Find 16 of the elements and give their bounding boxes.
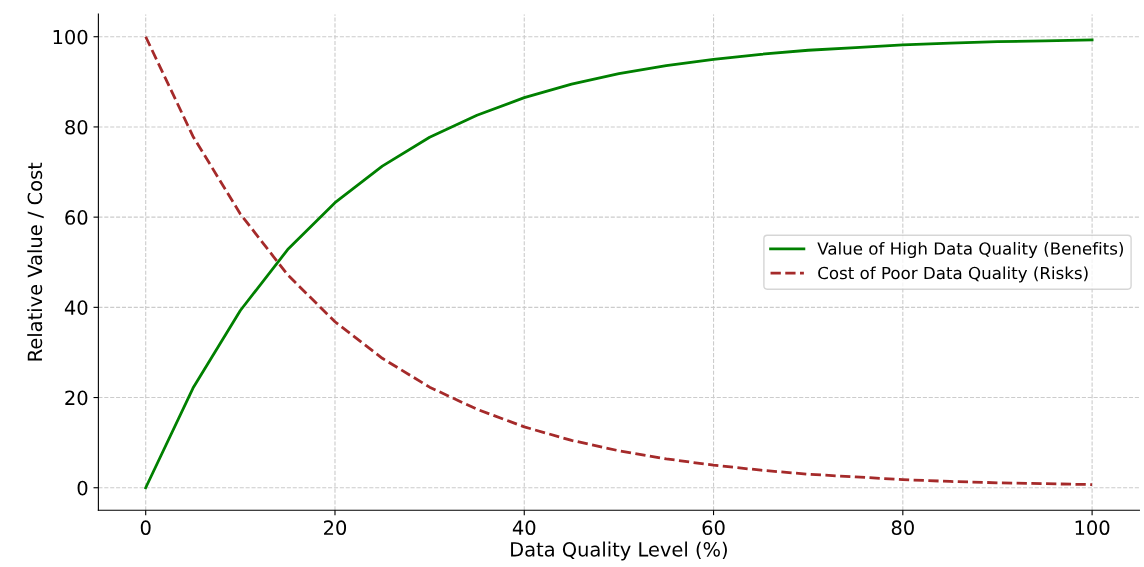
y-axis-title: Relative Value / Cost bbox=[27, 162, 44, 361]
x-tick-label: 100 bbox=[1075, 520, 1110, 536]
y-tick-label: 0 bbox=[77, 480, 88, 496]
x-tick-label: 40 bbox=[512, 520, 536, 536]
y-tick-label: 40 bbox=[64, 300, 88, 315]
x-tick-label: 0 bbox=[140, 520, 151, 536]
legend-label: Value of High Data Quality (Benefits) bbox=[817, 241, 1123, 259]
y-tick-label: 60 bbox=[65, 210, 88, 225]
x-tick-label: 80 bbox=[891, 520, 914, 536]
legend-label: Cost of Poor Data Quality (Risks) bbox=[818, 266, 1088, 283]
x-axis-title: Data Quality Level (%) bbox=[511, 541, 727, 561]
x-tick-label: 60 bbox=[702, 520, 725, 536]
y-tick-label: 20 bbox=[65, 390, 88, 406]
y-tick-label: 80 bbox=[65, 119, 88, 135]
y-tick-label: 100 bbox=[53, 29, 88, 45]
x-tick-label: 20 bbox=[324, 520, 347, 536]
